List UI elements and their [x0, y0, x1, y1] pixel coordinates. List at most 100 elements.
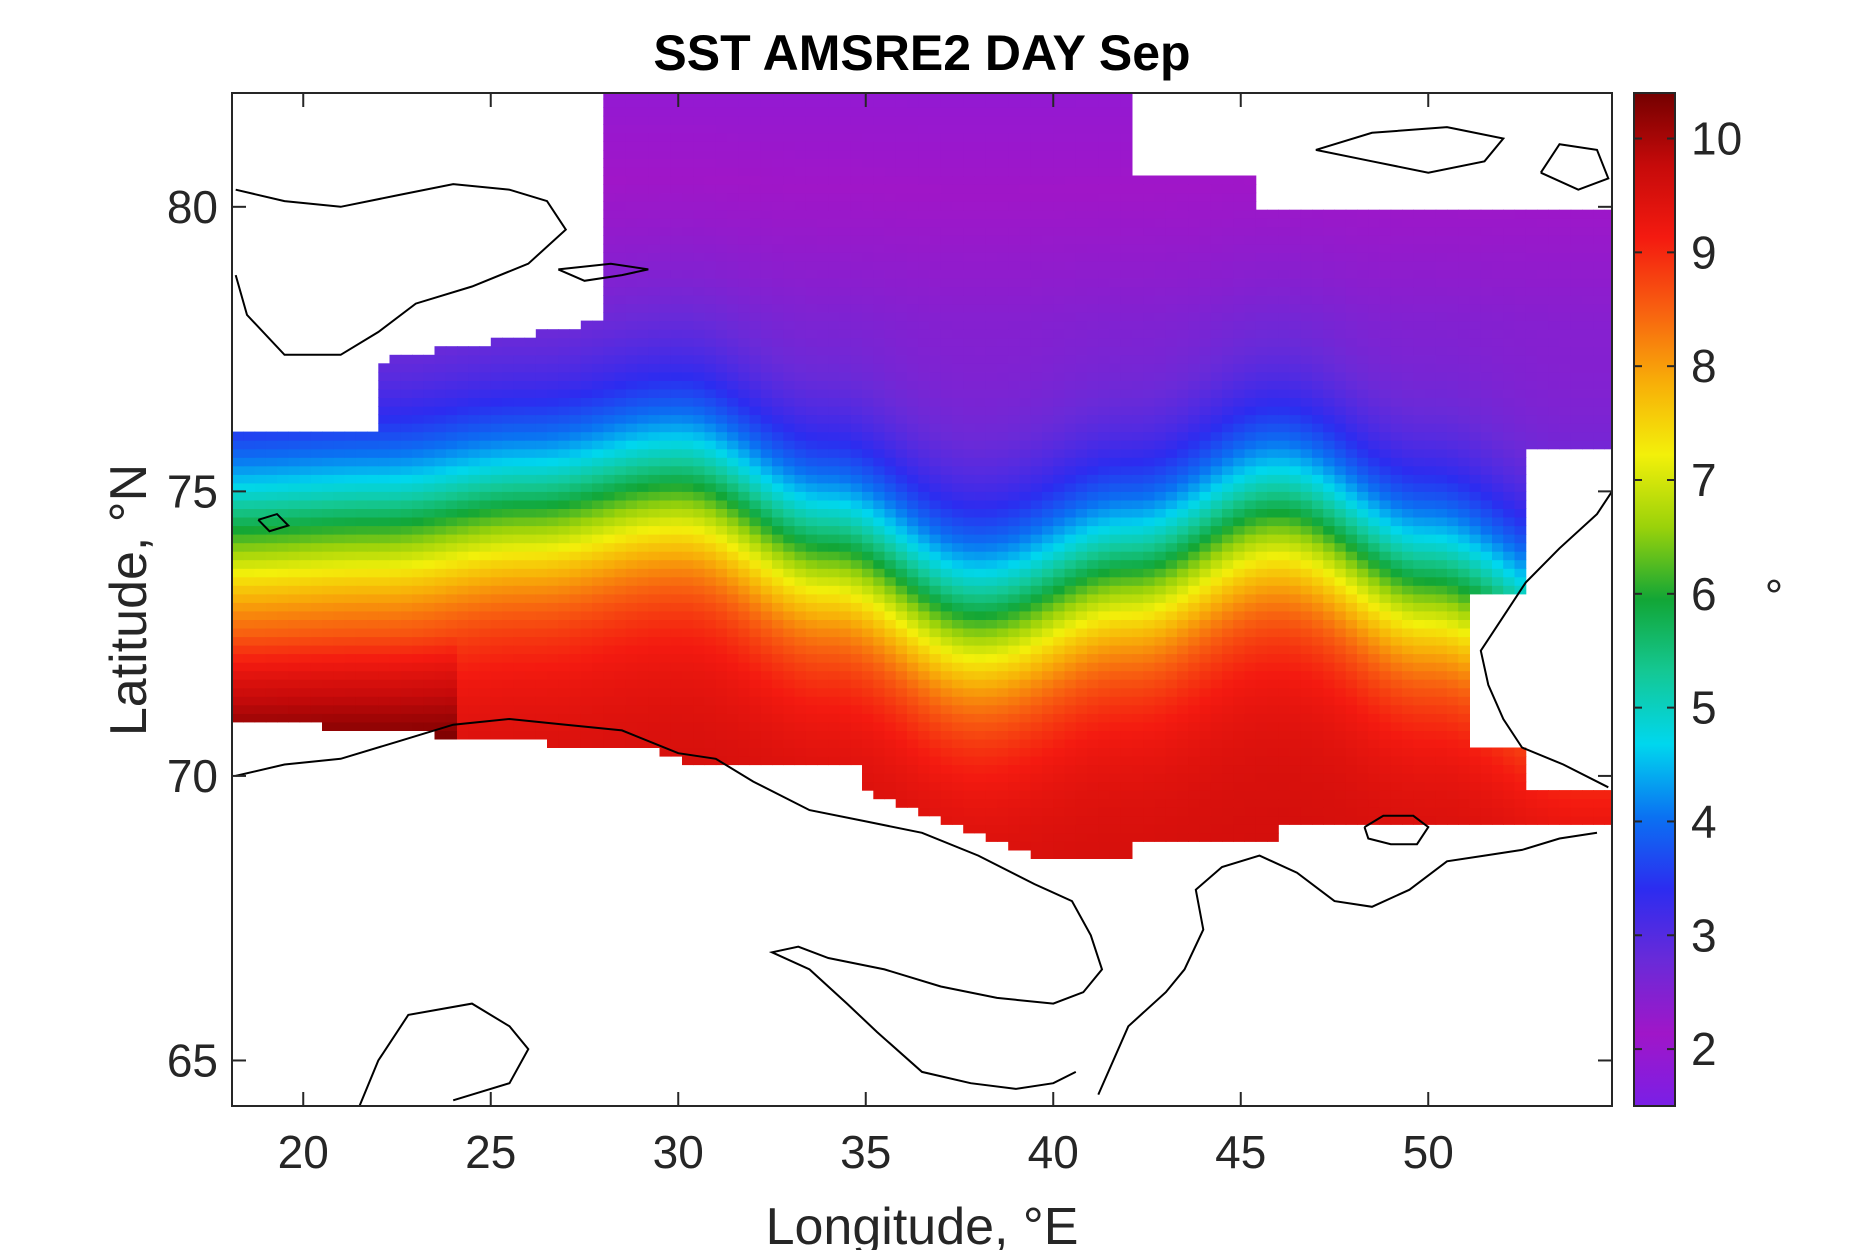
sst-cell	[1188, 662, 1200, 672]
sst-cell	[1267, 431, 1279, 441]
sst-cell	[704, 687, 717, 697]
sst-cell	[513, 482, 526, 492]
sst-cell	[850, 636, 863, 646]
sst-cell	[1053, 465, 1065, 475]
sst-cell	[783, 517, 796, 527]
sst-cell	[367, 482, 379, 492]
sst-cell	[1233, 414, 1245, 424]
sst-cell	[1019, 798, 1032, 808]
sst-cell	[513, 730, 526, 740]
sst-cell	[479, 653, 492, 663]
sst-cell	[850, 440, 863, 450]
sst-cell	[1188, 585, 1200, 595]
sst-cell	[1289, 773, 1302, 783]
sst-cell	[288, 542, 301, 552]
sst-cell	[265, 585, 278, 595]
sst-cell	[1075, 849, 1088, 859]
sst-cell	[558, 730, 571, 740]
sst-cell	[265, 576, 278, 586]
sst-cell	[1300, 499, 1313, 509]
sst-cell	[400, 474, 413, 484]
sst-cell	[1154, 756, 1167, 766]
sst-cell	[727, 645, 739, 655]
sst-cell	[490, 457, 503, 467]
sst-cell	[1357, 525, 1369, 535]
sst-cell	[355, 636, 368, 646]
sst-cell	[1413, 465, 1425, 475]
sst-cell	[423, 619, 436, 629]
sst-cell	[1390, 696, 1403, 706]
sst-cell	[1154, 491, 1167, 501]
sst-cell	[670, 431, 683, 441]
sst-cell	[1120, 824, 1133, 834]
sst-cell	[1188, 704, 1200, 714]
sst-cell	[817, 593, 829, 603]
sst-cell	[862, 423, 874, 433]
sst-cell	[299, 696, 312, 706]
sst-cell	[1120, 849, 1133, 859]
sst-cell	[1143, 798, 1155, 808]
sst-cell	[862, 576, 874, 586]
sst-cell	[1154, 662, 1167, 672]
sst-cell	[1109, 465, 1122, 475]
sst-cell	[310, 593, 323, 603]
sst-cell	[569, 517, 582, 527]
sst-cell	[1030, 551, 1043, 561]
sst-cell	[1154, 773, 1167, 783]
sst-cell	[625, 431, 638, 441]
sst-cell	[1458, 636, 1470, 646]
sst-cell	[952, 431, 964, 441]
sst-cell	[254, 551, 267, 561]
sst-cell	[445, 423, 458, 433]
sst-cell	[1064, 423, 1077, 433]
sst-cell	[985, 738, 998, 748]
sst-cell	[558, 491, 571, 501]
sst-cell	[1165, 670, 1178, 680]
sst-cell	[1210, 628, 1223, 638]
sst-cell	[1435, 593, 1448, 603]
sst-cell	[254, 568, 267, 578]
sst-cell	[1120, 517, 1133, 527]
sst-cell	[1480, 815, 1493, 825]
sst-cell	[1345, 542, 1358, 552]
sst-cell	[974, 679, 987, 689]
sst-cell	[1267, 551, 1279, 561]
sst-cell	[1042, 832, 1054, 842]
sst-cell	[1267, 687, 1279, 697]
sst-cell	[625, 636, 638, 646]
sst-cell	[1390, 491, 1403, 501]
sst-cell	[569, 559, 582, 569]
sst-cell	[1402, 474, 1414, 484]
sst-cell	[558, 619, 571, 629]
sst-cell	[794, 662, 807, 672]
sst-cell	[299, 670, 312, 680]
sst-cell	[1132, 628, 1144, 638]
sst-cell	[693, 457, 706, 467]
sst-cell	[1210, 542, 1223, 552]
sst-cell	[400, 662, 413, 672]
sst-cell	[1222, 465, 1234, 475]
sst-cell	[760, 568, 773, 578]
sst-cell	[344, 542, 357, 552]
sst-cell	[355, 440, 368, 450]
sst-cell	[265, 491, 278, 501]
sst-cell	[1300, 790, 1313, 800]
sst-cell	[1120, 798, 1133, 808]
sst-cell	[1435, 534, 1448, 544]
sst-cell	[265, 499, 278, 509]
sst-cell	[288, 482, 301, 492]
sst-cell	[940, 713, 953, 723]
sst-cell	[884, 423, 897, 433]
sst-cell	[569, 534, 582, 544]
sst-cell	[670, 474, 683, 484]
sst-cell	[1604, 431, 1612, 441]
sst-cell	[1030, 721, 1043, 731]
sst-cell	[715, 602, 728, 612]
sst-cell	[1278, 815, 1290, 825]
sst-cell	[479, 628, 492, 638]
sst-cell	[1424, 431, 1437, 441]
sst-cell	[1300, 696, 1313, 706]
sst-cell	[569, 636, 582, 646]
sst-cell	[873, 628, 886, 638]
sst-cell	[1008, 465, 1020, 475]
